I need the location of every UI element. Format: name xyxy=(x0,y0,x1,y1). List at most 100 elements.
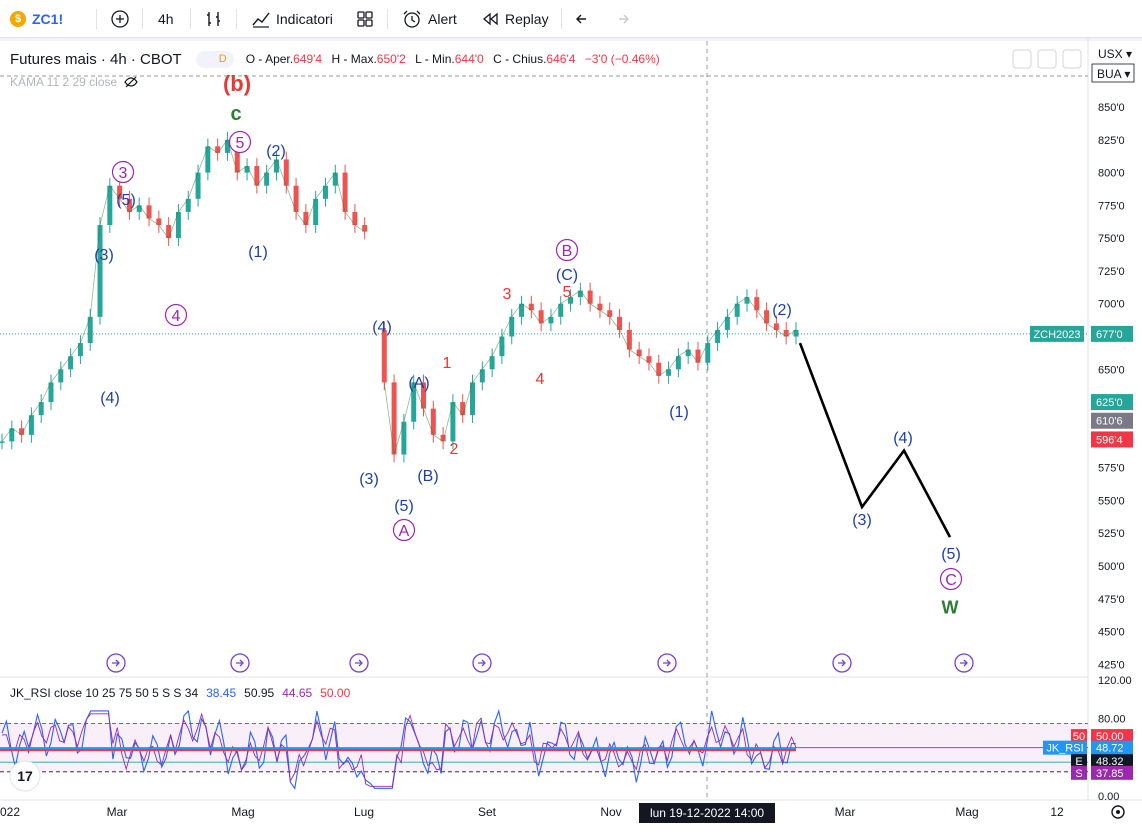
wave-label[interactable]: (B) xyxy=(417,468,438,485)
add-symbol-button[interactable] xyxy=(110,0,130,38)
symbol-selector[interactable]: $ ZC1! xyxy=(10,0,63,38)
wave-label[interactable]: (4) xyxy=(372,319,392,336)
undo-icon xyxy=(576,14,586,24)
price-axis-tick: 500'0 xyxy=(1098,561,1125,573)
price-axis-tick: 825'0 xyxy=(1098,135,1125,147)
event-marker[interactable] xyxy=(832,653,852,673)
price-candle xyxy=(293,185,299,212)
event-marker[interactable] xyxy=(657,653,677,673)
wave-label[interactable]: (5) xyxy=(394,498,414,515)
rsi-badge-label xyxy=(1043,740,1087,755)
redo-button[interactable] xyxy=(611,0,631,38)
wave-label[interactable]: W xyxy=(942,597,959,617)
price-candle xyxy=(568,297,574,304)
price-candle xyxy=(734,303,740,317)
wave-label[interactable]: c xyxy=(230,103,241,125)
collapse-button[interactable] xyxy=(1037,49,1057,69)
wave-label[interactable]: (3) xyxy=(94,247,114,264)
indicators-button[interactable]: Indicatori xyxy=(251,0,333,38)
wave-label[interactable]: (1) xyxy=(669,404,689,421)
unit-selector[interactable]: BUA ▾ xyxy=(1097,67,1130,81)
settings-button[interactable] xyxy=(1111,805,1125,819)
wave-label[interactable]: 1 xyxy=(443,355,452,372)
toolbar-divider xyxy=(236,9,237,29)
wave-label[interactable]: C xyxy=(939,567,963,591)
price-candle xyxy=(509,316,515,337)
plus-circle-icon xyxy=(111,10,129,28)
market-status-badge[interactable]: D xyxy=(195,50,234,68)
wave-label[interactable]: A xyxy=(392,518,416,542)
wave-label-text: (3) xyxy=(359,471,379,488)
price-candle xyxy=(773,323,779,330)
wave-label[interactable]: (4) xyxy=(100,390,120,407)
price-candle xyxy=(617,316,623,330)
event-arrow-icon xyxy=(960,659,968,667)
undo-button[interactable] xyxy=(574,0,594,38)
wave-label[interactable]: 5 xyxy=(228,130,252,154)
wave-label[interactable]: (3) xyxy=(359,471,379,488)
price-candle xyxy=(440,434,446,442)
rewind-icon xyxy=(482,12,498,26)
rsi-badge-label xyxy=(1071,754,1087,769)
chart-type-button[interactable] xyxy=(204,0,224,38)
event-marker[interactable] xyxy=(349,653,369,673)
price-candle xyxy=(224,139,230,153)
tradingview-logo[interactable]: 17 xyxy=(9,760,41,792)
wave-label[interactable]: (2) xyxy=(266,143,286,160)
event-marker[interactable] xyxy=(472,653,492,673)
alarm-clock-icon xyxy=(403,10,421,28)
currency-selector[interactable]: USX ▾ xyxy=(1098,47,1132,61)
wave-label-text: (5) xyxy=(394,498,414,515)
price-candle xyxy=(362,225,368,232)
alert-button[interactable]: Alert xyxy=(401,0,457,38)
toolbar-divider xyxy=(190,9,191,29)
rsi-badge-text: 48.32 xyxy=(1096,756,1124,768)
wave-label[interactable]: (5) xyxy=(116,192,136,209)
wave-label[interactable]: 5 xyxy=(563,284,572,301)
elliott-projection-line[interactable] xyxy=(798,342,952,538)
wave-label[interactable]: (C) xyxy=(556,267,578,284)
wave-label[interactable]: (4) xyxy=(893,430,913,447)
legend-title: Futures mais · 4h · CBOT xyxy=(10,50,182,68)
wave-label-text: (b) xyxy=(223,71,251,96)
layouts-button[interactable] xyxy=(355,0,375,38)
wave-label-text: (3) xyxy=(852,512,872,529)
wave-label[interactable]: (A) xyxy=(408,375,429,392)
wave-label-text: 4 xyxy=(172,308,181,325)
candles-icon xyxy=(207,12,220,26)
wave-label-text: (4) xyxy=(372,319,392,336)
price-candle xyxy=(754,297,760,311)
price-candle xyxy=(656,362,662,376)
time-axis-label: Set xyxy=(478,805,497,819)
price-chart[interactable]: (b)c5 (2)3(5)(3) (1)4(4)(4)(A)12(3) (B)(5)A… xyxy=(0,38,1142,832)
wave-label[interactable]: 3 xyxy=(111,160,135,184)
wave-label[interactable]: (5) xyxy=(941,546,961,563)
maximize-button[interactable] xyxy=(1062,49,1082,69)
wave-label-text: 1 xyxy=(443,355,452,372)
replay-button[interactable]: Replay xyxy=(480,0,549,38)
interval-button[interactable]: 4h xyxy=(158,0,174,38)
wave-label[interactable]: B xyxy=(555,238,579,262)
wave-label[interactable]: 3 xyxy=(503,286,512,303)
wave-label[interactable]: 4 xyxy=(164,303,188,327)
wave-label[interactable]: (1) xyxy=(248,244,268,261)
event-marker[interactable] xyxy=(230,653,250,673)
unit-selector-box[interactable] xyxy=(1091,63,1135,83)
gear-icon xyxy=(1111,805,1125,819)
wave-label[interactable]: 2 xyxy=(450,441,459,458)
arrow-down-button[interactable] xyxy=(1012,49,1032,69)
price-badge xyxy=(1091,412,1133,429)
price-badge xyxy=(1091,431,1133,448)
hidden-eye-icon[interactable] xyxy=(123,75,139,89)
wave-label-text: (2) xyxy=(772,302,792,319)
event-marker[interactable] xyxy=(954,653,974,673)
event-marker[interactable] xyxy=(106,653,126,673)
wave-label[interactable]: (b) xyxy=(223,71,251,96)
wave-label[interactable]: (3) xyxy=(852,512,872,529)
wave-label[interactable]: (2) xyxy=(772,302,792,319)
price-candle xyxy=(342,172,348,212)
symbol-badge xyxy=(1030,325,1084,342)
time-axis-label: 12 xyxy=(1050,805,1064,819)
price-axis-tick: 650'0 xyxy=(1098,364,1125,376)
wave-label[interactable]: 4 xyxy=(536,371,545,388)
